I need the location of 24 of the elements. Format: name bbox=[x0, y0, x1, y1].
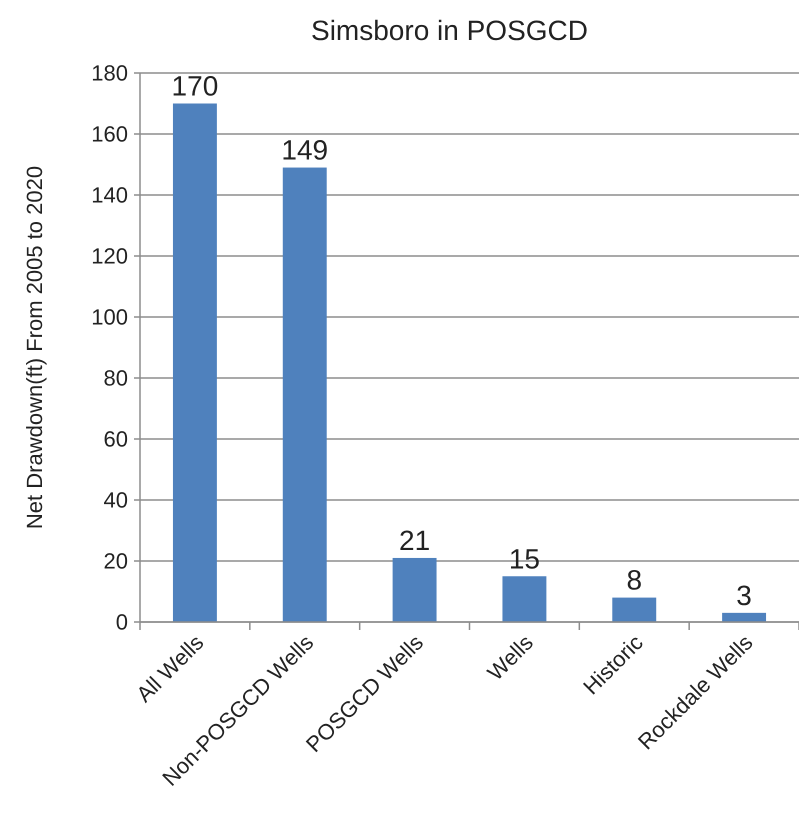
y-tick-label: 180 bbox=[91, 60, 128, 86]
y-tick-label: 100 bbox=[91, 304, 128, 330]
bar bbox=[392, 558, 437, 622]
data-label: 15 bbox=[508, 543, 540, 574]
y-tick-label: 40 bbox=[104, 488, 128, 513]
data-label: 170 bbox=[172, 70, 218, 102]
y-axis-title: Net Drawdown(ft) From 2005 to 2020 bbox=[22, 166, 47, 530]
bar bbox=[502, 576, 546, 622]
y-tick-label: 160 bbox=[91, 122, 128, 147]
chart-title: Simsboro in POSGCD bbox=[311, 15, 588, 46]
bar bbox=[172, 104, 217, 622]
bar bbox=[612, 598, 656, 622]
data-label: 21 bbox=[399, 524, 430, 556]
bar bbox=[282, 168, 327, 622]
bar bbox=[722, 612, 766, 622]
y-tick-label: 80 bbox=[104, 366, 128, 391]
data-label: 149 bbox=[281, 134, 328, 166]
data-label: 8 bbox=[626, 564, 642, 596]
y-tick-label: 140 bbox=[91, 182, 128, 208]
y-tick-label: 0 bbox=[116, 610, 128, 635]
y-tick-label: 20 bbox=[104, 548, 128, 574]
y-tick-label: 120 bbox=[91, 244, 128, 269]
y-tick-label: 60 bbox=[104, 426, 128, 452]
data-label: 3 bbox=[736, 580, 752, 611]
